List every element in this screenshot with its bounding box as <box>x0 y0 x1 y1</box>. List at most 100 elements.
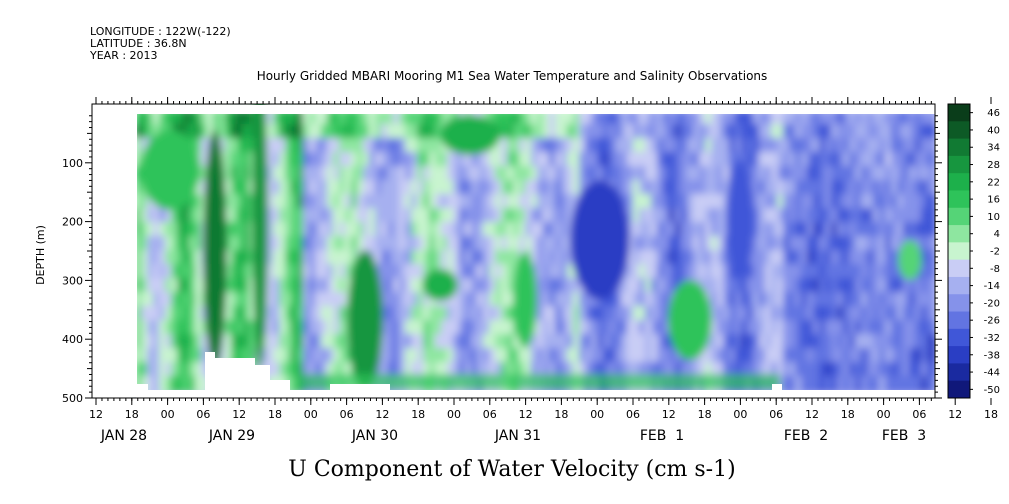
field-cell <box>345 250 355 268</box>
x-day-label: FEB 1 <box>640 428 684 444</box>
field-cell <box>819 348 829 366</box>
field-cell <box>675 236 685 254</box>
field-cell <box>861 278 871 296</box>
field-cell <box>807 124 817 142</box>
field-cell <box>531 236 541 254</box>
field-cell <box>777 194 787 212</box>
field-cell <box>297 138 307 156</box>
field-cell <box>675 250 685 268</box>
field-cell <box>525 194 535 212</box>
field-cell <box>537 278 547 296</box>
field-cell <box>399 138 409 156</box>
field-cell <box>777 362 787 380</box>
field-cell <box>837 110 847 128</box>
field-cell <box>195 194 205 212</box>
field-cell <box>315 334 325 352</box>
field-cell <box>321 138 331 156</box>
field-cell <box>225 264 235 282</box>
field-cell <box>135 264 145 282</box>
field-cell <box>723 306 733 324</box>
field-cell <box>621 194 631 212</box>
field-cell <box>801 124 811 142</box>
field-cell <box>429 124 439 142</box>
field-cell <box>411 208 421 226</box>
field-cell <box>165 110 175 128</box>
field-cell <box>855 166 865 184</box>
field-cell <box>921 138 931 156</box>
field-cell <box>909 194 919 212</box>
field-cell <box>777 110 787 128</box>
field-cell <box>837 306 847 324</box>
field-cell <box>825 278 835 296</box>
field-cell <box>297 264 307 282</box>
field-cell <box>195 180 205 198</box>
field-cell <box>651 138 661 156</box>
field-cell <box>417 236 427 254</box>
field-cell <box>849 250 859 268</box>
x-hour-label: 00 <box>447 408 461 421</box>
field-cell <box>315 152 325 170</box>
field-cell <box>495 138 505 156</box>
field-cell <box>399 334 409 352</box>
field-cell <box>429 348 439 366</box>
field-cell <box>291 222 301 240</box>
field-cell <box>921 278 931 296</box>
field-cell <box>759 320 769 338</box>
field-cell <box>315 166 325 184</box>
field-cell <box>453 194 463 212</box>
field-cell <box>879 194 889 212</box>
field-cell <box>363 180 373 198</box>
field-cell <box>177 320 187 338</box>
field-cell <box>735 362 745 380</box>
field-cell <box>687 362 697 380</box>
field-cell <box>567 138 577 156</box>
field-cell <box>411 110 421 128</box>
field-cell <box>219 334 229 352</box>
field-cell <box>249 320 259 338</box>
field-cell <box>411 250 421 268</box>
field-cell <box>393 110 403 128</box>
field-cell <box>657 138 667 156</box>
field-cell <box>573 278 583 296</box>
field-cell <box>849 376 859 394</box>
field-cell <box>927 306 935 324</box>
field-cell <box>657 250 667 268</box>
field-feature <box>513 252 537 348</box>
field-cell <box>273 194 283 212</box>
field-cell <box>633 236 643 254</box>
field-cell <box>351 194 361 212</box>
field-cell <box>549 362 559 380</box>
field-cell <box>273 306 283 324</box>
field-cell <box>219 152 229 170</box>
field-cell <box>147 278 157 296</box>
field-cell <box>609 124 619 142</box>
field-cell <box>807 278 817 296</box>
field-cell <box>441 362 451 380</box>
field-cell <box>699 110 709 128</box>
field-cell <box>501 306 511 324</box>
field-cell <box>759 250 769 268</box>
field-cell <box>411 278 421 296</box>
field-cell <box>495 166 505 184</box>
field-cell <box>717 138 727 156</box>
field-cell <box>471 208 481 226</box>
field-cell <box>189 320 199 338</box>
field-cell <box>855 138 865 156</box>
field-cell <box>345 124 355 142</box>
field-cell <box>747 138 757 156</box>
field-cell <box>483 236 493 254</box>
field-cell <box>855 208 865 226</box>
field-cell <box>825 194 835 212</box>
field-cell <box>387 138 397 156</box>
field-cell <box>441 292 451 310</box>
field-cell <box>453 236 463 254</box>
field-cell <box>621 292 631 310</box>
field-cell <box>243 124 253 142</box>
field-cell <box>705 348 715 366</box>
field-cell <box>447 180 457 198</box>
field-cell <box>543 138 553 156</box>
field-cell <box>651 334 661 352</box>
field-cell <box>897 138 907 156</box>
field-cell <box>477 222 487 240</box>
field-cell <box>303 264 313 282</box>
